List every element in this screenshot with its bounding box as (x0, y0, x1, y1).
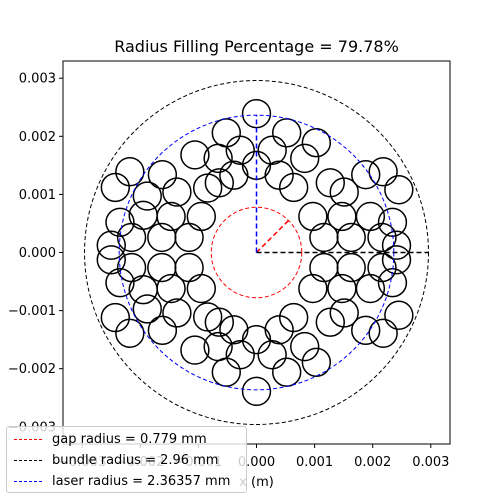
y-tick-label-1: −0.002 (8, 362, 56, 377)
fiber-81 (384, 300, 414, 330)
gap-radius-line (255, 219, 290, 254)
fiber-52 (298, 201, 328, 232)
fiber-64 (351, 159, 381, 190)
fiber-75 (100, 172, 131, 203)
x-tick-label-4: 0.001 (296, 455, 333, 470)
legend: gap radius = 0.779 mm bundle radius = 2.… (6, 426, 247, 493)
fiber-40 (257, 135, 287, 165)
fiber-26 (204, 168, 235, 198)
fiber-43 (272, 357, 302, 387)
x-tick-label-6: 0.003 (412, 455, 449, 470)
x-tick-label-5: 0.002 (354, 455, 391, 470)
fiber-62 (336, 222, 366, 253)
legend-swatch-bundle (14, 459, 42, 461)
fiber-13 (147, 315, 178, 346)
x-tick-label-3: 0.000 (238, 455, 275, 470)
fiber-76 (115, 157, 145, 187)
fiber-80 (384, 175, 414, 205)
fiber-59 (329, 298, 359, 328)
fiber-73 (381, 245, 412, 275)
fiber-3 (105, 268, 135, 298)
fiber-53 (298, 273, 328, 304)
legend-item-laser-radius: laser radius = 2.36357 mm (14, 472, 230, 490)
fiber-57 (315, 307, 345, 337)
fiber-31 (211, 357, 241, 387)
fiber-14 (156, 201, 186, 232)
fiber-58 (329, 177, 359, 207)
fiber-27 (204, 307, 235, 337)
fiber-56 (315, 168, 345, 198)
fiber-22 (186, 201, 216, 232)
fiber-46 (278, 172, 309, 203)
gap-radius-circle (210, 206, 303, 299)
fiber-15 (156, 273, 186, 304)
fiber-48 (290, 143, 320, 174)
fiber-21 (180, 335, 210, 365)
fiber-8 (132, 294, 162, 324)
fiber-23 (186, 273, 216, 304)
fiber-79 (368, 318, 398, 348)
fiber-12 (147, 159, 178, 190)
legend-label-bundle: bundle radius = 2.96 mm (52, 452, 219, 468)
legend-item-gap-radius: gap radius = 0.779 mm (14, 430, 207, 448)
fiber-1 (96, 245, 126, 275)
y-tick-label-3: 0.000 (19, 246, 56, 261)
legend-label-laser: laser radius = 2.36357 mm (52, 473, 231, 489)
chart-title: Radius Filling Percentage = 79.78% (114, 37, 399, 56)
fiber-34 (225, 135, 255, 165)
fiber-35 (225, 340, 255, 370)
y-tick-label-4: 0.001 (19, 188, 56, 203)
legend-swatch-laser (14, 480, 42, 482)
fiber-16 (162, 177, 192, 207)
fiber-72 (381, 230, 412, 260)
fiber-33 (219, 160, 249, 190)
legend-swatch-gap (14, 438, 42, 440)
fiber-63 (336, 252, 366, 283)
legend-label-gap: gap radius = 0.779 mm (52, 431, 207, 447)
y-tick-label-5: 0.002 (19, 130, 56, 145)
fiber-50 (301, 127, 332, 158)
fiber-77 (115, 318, 145, 348)
fiber-49 (290, 331, 320, 362)
fiber-39 (241, 324, 272, 355)
fiber-18 (174, 222, 204, 253)
fiber-30 (211, 118, 241, 148)
fiber-78 (368, 157, 398, 187)
fiber-24 (193, 173, 223, 203)
fiber-6 (128, 200, 158, 231)
fiber-25 (193, 302, 223, 332)
fiber-44 (264, 160, 294, 190)
fiber-19 (174, 252, 204, 283)
y-tick-label-6: 0.003 (19, 72, 56, 87)
fiber-45 (264, 315, 294, 345)
fiber-65 (351, 315, 381, 346)
fiber-74 (100, 302, 131, 333)
fiber-42 (272, 118, 302, 148)
fiber-0 (96, 230, 126, 260)
plot-area (84, 80, 429, 425)
fiber-37 (241, 376, 272, 407)
fiber-9 (132, 181, 162, 211)
legend-item-bundle-radius: bundle radius = 2.96 mm (14, 451, 218, 469)
fiber-68 (367, 222, 397, 253)
fiber-7 (128, 274, 158, 305)
y-tick-label-2: −0.001 (8, 304, 56, 319)
fiber-17 (162, 298, 192, 328)
fiber-2 (105, 207, 135, 237)
fiber-41 (257, 340, 287, 370)
fiber-69 (367, 252, 397, 283)
fiber-32 (219, 315, 249, 345)
x-axis-label: x (m) (239, 475, 274, 490)
fiber-47 (278, 302, 309, 333)
fiber-51 (301, 347, 332, 378)
fiber-20 (180, 140, 210, 170)
